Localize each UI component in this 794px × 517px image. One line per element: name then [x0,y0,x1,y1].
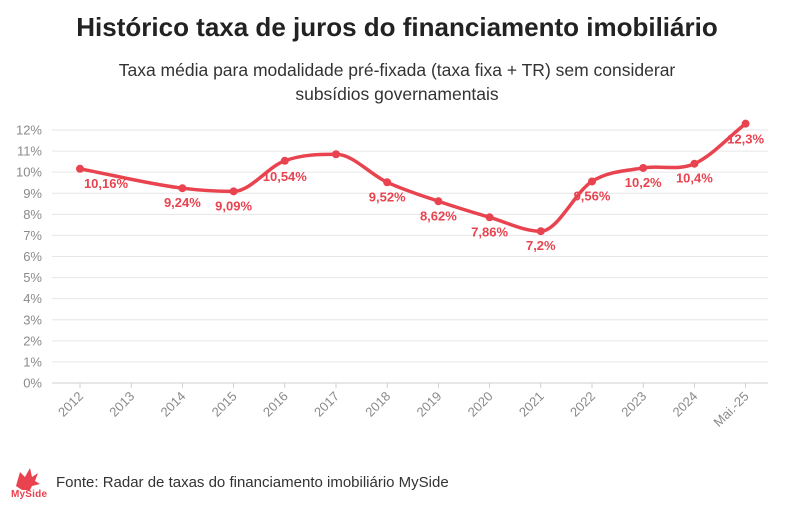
y-tick-label: 4% [23,291,42,306]
y-tick-label: 7% [23,228,42,243]
chart-subtitle: Taxa média para modalidade pré-fixada (t… [118,60,676,104]
x-tick-label: 2013 [106,389,137,420]
data-point [280,156,289,165]
x-tick-label: 2012 [55,389,86,420]
data-label: 9,24% [164,195,201,210]
chart-title: Histórico taxa de juros do financiamento… [76,12,718,42]
data-label: 10,2% [625,175,662,190]
data-point [383,178,392,187]
line-chart: 0% 1% 2% 3% 4% 5% 6% 7% 8% 9% 10% 11% 12% 2012 2013 201… [16,119,768,430]
data-point [434,197,443,206]
data-point [332,150,340,159]
data-label: 10,54% [263,169,308,184]
x-tick-label: 2021 [516,389,547,420]
x-tick-label: 2017 [311,389,342,420]
x-tick-label: 2014 [157,389,188,420]
x-tick-label: 2024 [669,389,700,420]
data-point [690,159,699,168]
data-label: 12,3% [727,132,764,147]
y-tick-label: 1% [23,354,42,369]
y-tick-label: 8% [23,207,42,222]
y-tick-label: 0% [23,376,42,391]
x-tick-label: 2016 [260,389,291,420]
x-tick-label: Mai.-25 [710,389,751,430]
data-label: 9,52% [369,189,406,204]
data-point [485,213,494,222]
x-tick-label: 2018 [362,389,393,420]
data-label: 9,09% [215,198,252,213]
data-point [741,119,750,128]
y-tick-label: 6% [23,249,42,264]
x-tick-label: 2023 [618,389,649,420]
y-tick-label: 5% [23,270,42,285]
y-tick-label: 11% [17,144,42,159]
data-point [178,184,187,193]
data-point [76,164,84,173]
myside-logo-icon [16,468,40,490]
data-point [536,227,545,236]
data-label: 7,86% [471,224,508,239]
logo-text: MySide [11,489,48,500]
y-tick-label: 10% [16,165,42,180]
data-point [588,177,596,186]
data-label: 8,62% [420,208,457,223]
data-label: 10,16% [84,176,129,191]
x-tick-label: 2019 [413,389,444,420]
x-tick-label: 2015 [209,389,240,420]
data-label: 7,2% [526,238,556,253]
x-tick-label: 2022 [567,389,598,420]
data-label: 9,56% [574,188,611,203]
y-tick-label: 9% [23,186,42,201]
y-tick-label: 3% [23,312,42,327]
x-tick-label: 2020 [465,389,496,420]
data-point [229,187,238,196]
y-tick-label: 12% [16,123,42,138]
data-point [639,163,648,172]
source-note: Fonte: Radar de taxas do financiamento i… [56,474,449,491]
y-tick-label: 2% [23,333,42,348]
data-label: 10,4% [676,171,713,186]
